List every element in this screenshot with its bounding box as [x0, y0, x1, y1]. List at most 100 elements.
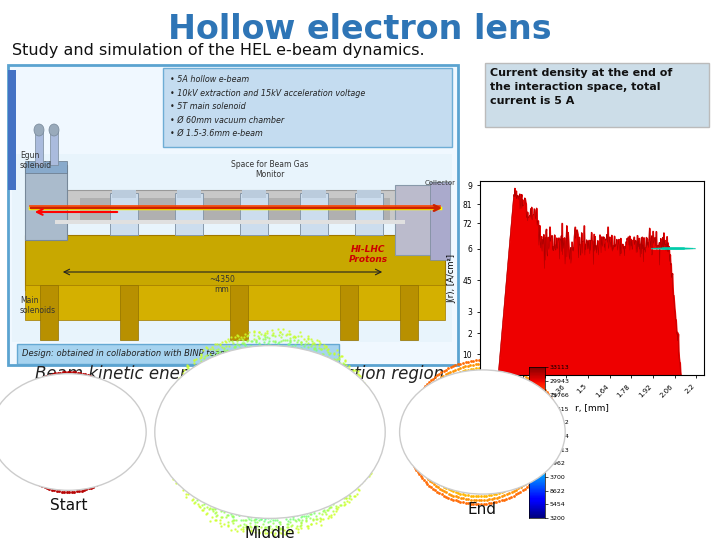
Point [99, 424, 110, 433]
Point [264, 333, 275, 342]
Point [189, 367, 200, 375]
Point [513, 433, 525, 442]
Point [505, 449, 516, 458]
Point [467, 491, 479, 500]
Point [451, 484, 462, 492]
Point [272, 475, 284, 483]
Point [471, 484, 482, 492]
Point [173, 382, 184, 390]
Point [405, 442, 417, 450]
Point [432, 392, 444, 400]
Point [542, 430, 554, 439]
Point [312, 418, 323, 427]
Point [447, 464, 459, 473]
Point [305, 377, 316, 386]
Point [251, 498, 262, 507]
Point [290, 524, 302, 532]
Point [356, 458, 368, 467]
Point [87, 443, 99, 452]
Point [526, 389, 538, 397]
Point [504, 461, 516, 469]
Point [327, 455, 338, 463]
Point [78, 395, 89, 404]
Point [334, 363, 346, 372]
Point [263, 381, 274, 389]
Point [210, 446, 222, 454]
Point [431, 488, 443, 496]
Point [519, 440, 531, 448]
Point [86, 410, 97, 418]
Point [541, 459, 553, 468]
Point [405, 427, 416, 435]
Point [547, 399, 559, 407]
Point [233, 341, 245, 349]
Point [326, 467, 338, 475]
Point [291, 338, 302, 346]
Point [451, 412, 463, 421]
Point [161, 430, 172, 438]
Point [249, 354, 261, 362]
Point [30, 428, 42, 437]
Point [50, 461, 61, 470]
Point [33, 441, 45, 449]
Point [251, 518, 263, 526]
Point [180, 450, 192, 459]
Point [349, 387, 361, 395]
Point [523, 369, 534, 378]
Point [484, 408, 495, 417]
Point [232, 507, 243, 515]
Point [407, 460, 418, 468]
Point [310, 515, 322, 523]
Point [435, 401, 446, 409]
Point [508, 375, 519, 383]
Point [310, 504, 321, 513]
Point [9, 429, 21, 438]
Point [163, 399, 175, 407]
Point [470, 356, 482, 364]
Point [248, 510, 259, 519]
Point [251, 465, 262, 474]
Point [274, 354, 286, 362]
Point [61, 481, 73, 489]
Point [450, 492, 462, 501]
Point [305, 424, 317, 433]
Point [303, 504, 315, 513]
Point [163, 460, 174, 469]
Point [73, 401, 85, 410]
Point [539, 401, 551, 409]
Point [66, 453, 77, 462]
Point [99, 450, 110, 459]
Point [459, 383, 470, 392]
Point [438, 402, 450, 410]
Point [95, 405, 107, 414]
Point [307, 458, 318, 467]
Point [117, 453, 129, 461]
Point [183, 395, 194, 403]
Point [284, 481, 295, 489]
Point [230, 373, 241, 381]
Point [312, 462, 324, 471]
Point [207, 397, 219, 406]
Point [218, 408, 230, 416]
Point [533, 437, 544, 445]
Point [485, 474, 496, 483]
Point [262, 339, 274, 347]
Point [335, 352, 346, 360]
Point [441, 460, 453, 468]
Point [413, 389, 425, 398]
Point [543, 410, 554, 419]
Point [432, 404, 444, 413]
Point [512, 459, 523, 468]
Point [409, 425, 420, 434]
Point [369, 429, 381, 438]
Point [208, 488, 220, 496]
Point [333, 355, 344, 363]
Point [157, 418, 168, 427]
Point [10, 407, 22, 416]
Point [171, 438, 183, 447]
Point [412, 450, 423, 458]
Point [310, 470, 322, 479]
Point [418, 418, 429, 427]
Point [480, 384, 491, 393]
Point [442, 398, 454, 407]
